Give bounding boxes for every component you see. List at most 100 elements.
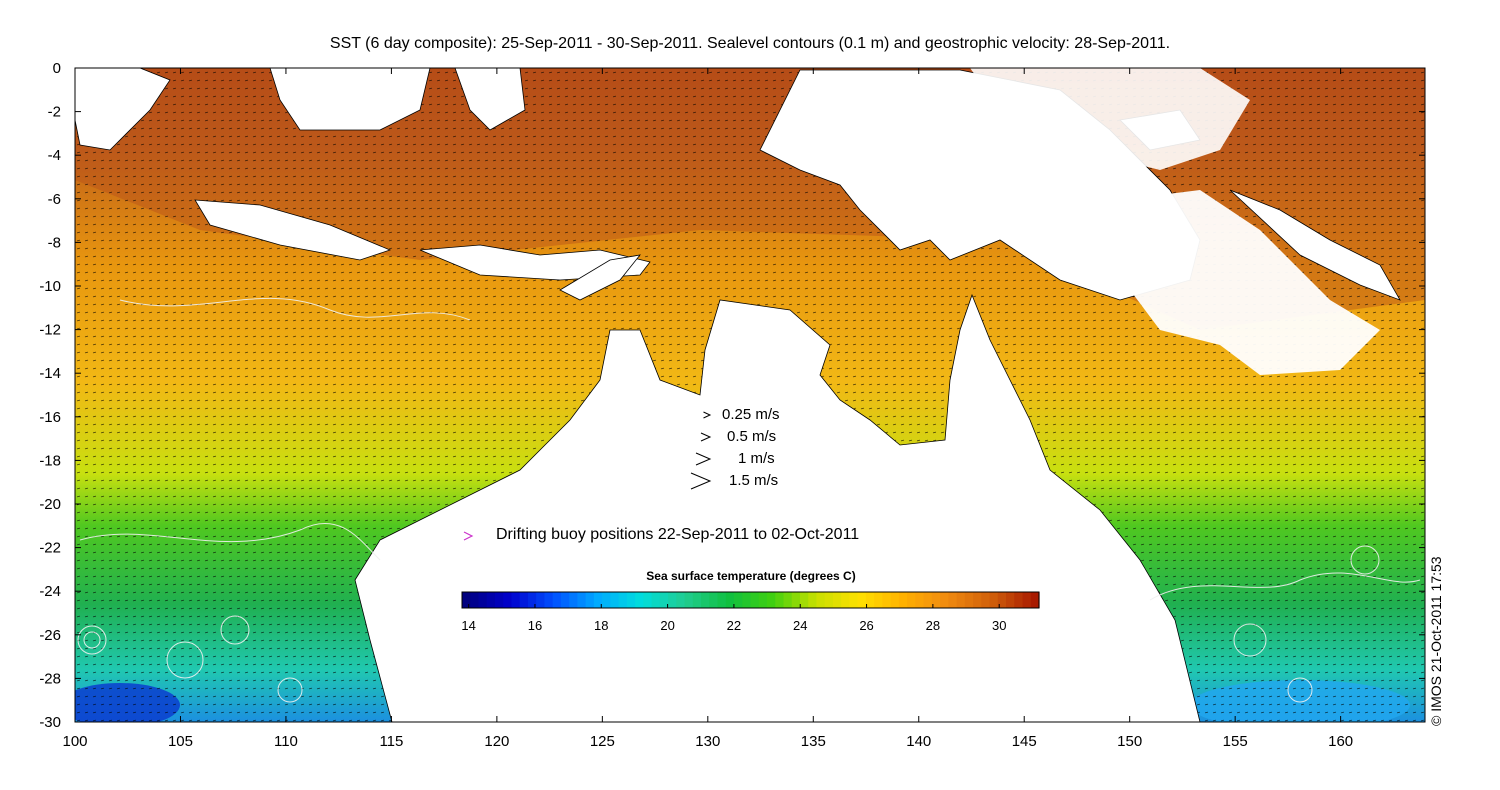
colorbar-cell (626, 592, 636, 608)
sealevel-contours (77, 297, 1421, 703)
colorbar-cell (593, 592, 603, 608)
y-tick-label: -16 (39, 409, 61, 426)
colorbar-cell (799, 592, 809, 608)
colorbar-cell (948, 592, 958, 608)
colorbar-cell (544, 592, 554, 608)
colorbar-cell (701, 592, 710, 608)
y-tick-label: -6 (48, 191, 61, 208)
colorbar-cell (585, 592, 595, 608)
colorbar-cell (734, 592, 743, 608)
colorbar-cell (989, 592, 999, 608)
buoy-marker-icon (463, 531, 474, 541)
colorbar-cell (882, 592, 892, 608)
y-tick-label: -12 (39, 322, 61, 339)
colorbar-tick-label: 14 (461, 618, 475, 633)
colorbar-cell (964, 592, 974, 608)
colorbar-cell (742, 592, 752, 608)
x-tick-label: 135 (801, 733, 826, 750)
x-tick-label: 155 (1223, 733, 1248, 750)
land-borneo (269, 68, 431, 131)
colorbar-cell (618, 592, 628, 608)
y-tick-label: -2 (48, 104, 61, 121)
colorbar-cell (973, 592, 982, 608)
colorbar-cell (898, 592, 908, 608)
colorbar-cell (923, 592, 933, 608)
colorbar-tick-label: 16 (528, 618, 542, 633)
colorbar-cell (956, 592, 966, 608)
land-sulawesi (454, 68, 526, 131)
x-tick-label: 105 (168, 733, 193, 750)
velocity-legend-arrows (690, 411, 712, 490)
x-tick-label: 110 (274, 733, 298, 750)
colorbar: 14 16 18 20 22 24 26 28 30 (461, 591, 1040, 633)
colorbar-cell (1006, 592, 1015, 608)
velocity-legend-arrow (703, 411, 712, 419)
cloud-mask (970, 68, 1250, 170)
x-tick-label: 100 (62, 733, 87, 750)
colorbar-tick-label: 28 (926, 618, 940, 633)
land-timor (559, 254, 641, 301)
colorbar-cell (709, 592, 719, 608)
x-tick-label: 150 (1117, 733, 1142, 750)
colorbar-tick-label: 24 (793, 618, 807, 633)
x-tick-label: 140 (906, 733, 931, 750)
colorbar-cell (791, 592, 801, 608)
colorbar-title: Sea surface temperature (degrees C) (646, 569, 856, 583)
y-tick-label: -20 (39, 496, 61, 513)
velocity-legend-label-3: 1.5 m/s (729, 472, 779, 489)
y-axis: 0 -2 -4 -6 -8 -10 -12 -14 -16 -18 -20 -22 -24 -26 -28 -… (39, 60, 1425, 731)
colorbar-cell (865, 592, 875, 608)
colorbar-cell (519, 592, 529, 608)
colorbar-cell (462, 592, 471, 608)
colorbar-cell (651, 592, 661, 608)
y-tick-label: -18 (39, 452, 61, 469)
x-tick-label: 115 (379, 733, 403, 750)
colorbar-cell (1022, 592, 1032, 608)
colorbar-cell (668, 592, 677, 608)
y-tick-label: -24 (39, 583, 61, 600)
map-title: SST (6 day composite): 25-Sep-2011 - 30-… (329, 35, 1171, 52)
colorbar-cell (527, 592, 537, 608)
colorbar-cell (470, 592, 480, 608)
colorbar-tick-label: 30 (992, 618, 1006, 633)
colorbar-tick-label: 18 (594, 618, 608, 633)
x-tick-label: 160 (1328, 733, 1353, 750)
x-tick-label: 125 (590, 733, 615, 750)
colorbar-cell (766, 592, 776, 608)
colorbar-cell (536, 592, 546, 608)
y-tick-label: -10 (39, 278, 61, 295)
colorbar-cell (478, 592, 488, 608)
x-tick-label: 120 (484, 733, 509, 750)
y-tick-label: -14 (39, 365, 61, 382)
y-tick-label: -8 (48, 234, 61, 251)
y-tick-label: -28 (39, 670, 61, 687)
colorbar-cell (1014, 592, 1024, 608)
land-australia (354, 293, 1201, 722)
colorbar-cell (931, 592, 941, 608)
colorbar-cell (816, 592, 826, 608)
colorbar-cell (874, 592, 883, 608)
velocity-legend-arrow (695, 452, 712, 466)
colorbar-cell (569, 592, 578, 608)
velocity-legend-arrow (700, 432, 712, 442)
colorbar-cell (832, 592, 842, 608)
velocity-legend-label-1: 0.5 m/s (727, 428, 777, 445)
colorbar-cell (915, 592, 925, 608)
velocity-legend-label-2: 1 m/s (738, 450, 775, 467)
y-tick-label: -4 (48, 147, 61, 164)
colorbar-cell (610, 592, 620, 608)
colorbar-cell (940, 592, 949, 608)
colorbar-cell (849, 592, 859, 608)
land-solomons (1229, 189, 1401, 301)
colorbar-cell (602, 592, 611, 608)
colorbar-cell (981, 592, 991, 608)
colorbar-cell (494, 592, 504, 608)
colorbar-cell (511, 592, 521, 608)
cloud-mask (1110, 190, 1380, 375)
colorbar-frame (461, 591, 1040, 609)
colorbar-cell (643, 592, 653, 608)
plot-frame (74, 67, 1426, 723)
velocity-legend-label-0: 0.25 m/s (722, 406, 780, 423)
colorbar-cell (758, 592, 768, 608)
